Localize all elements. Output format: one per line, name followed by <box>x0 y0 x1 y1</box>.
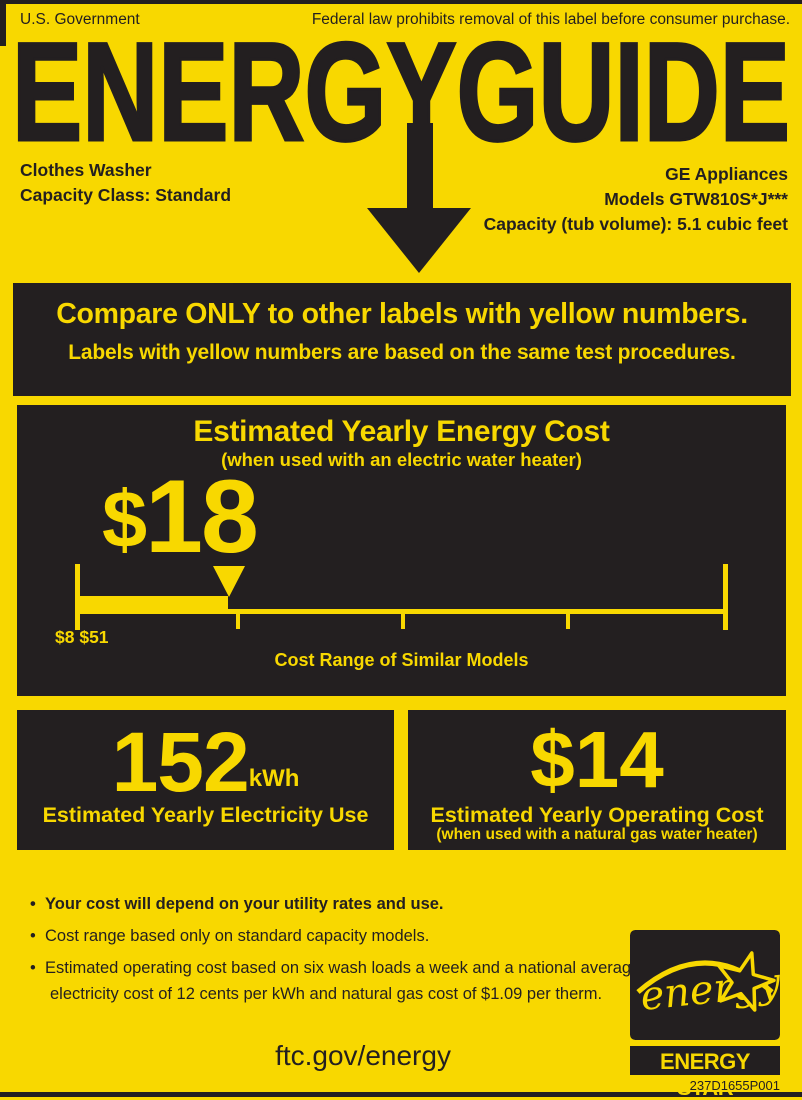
scale-right-tick <box>723 564 728 630</box>
energyguide-logo-text: ENERGYGUIDE <box>12 28 790 170</box>
energy-cost-subtitle: (when used with an electric water heater… <box>221 449 582 470</box>
star-icon <box>717 951 776 1012</box>
scale-range-labels: $8 $51 <box>55 627 109 648</box>
down-arrow-icon <box>367 123 471 273</box>
label-left-border <box>0 0 6 46</box>
footnote-2: • Cost range based only on standard capac… <box>30 923 662 949</box>
energy-cost-box: Estimated Yearly Energy Cost (when used … <box>17 405 786 696</box>
tub-capacity: Capacity (tub volume): 5.1 cubic feet <box>483 214 788 234</box>
energy-cost-currency: $ <box>102 475 147 566</box>
energy-star-wordmark: ENERGY STAR <box>660 1049 750 1100</box>
footnote-3-text: Estimated operating cost based on six wa… <box>45 959 641 1003</box>
bullet-icon: • <box>30 895 36 913</box>
bullet-icon: • <box>30 927 36 945</box>
scale-max-label: $51 <box>79 627 109 647</box>
scale-min-label: $8 <box>55 627 75 647</box>
energy-cost-value: $18 <box>102 465 259 569</box>
footnote-2-text: Cost range based only on standard capaci… <box>45 927 430 945</box>
scale-left-tick <box>75 564 80 630</box>
federal-law-text: Federal law prohibits removal of this la… <box>311 11 790 28</box>
scale-marker-icon <box>213 566 245 597</box>
scale-baseline <box>77 609 728 614</box>
energy-star-band: ENERGY STAR <box>630 1046 780 1100</box>
compare-banner-line1: Compare ONLY to other labels with yellow… <box>56 298 748 330</box>
ftc-url: ftc.gov/energy <box>275 1040 451 1071</box>
product-type: Clothes Washer <box>20 160 152 180</box>
compare-banner: Compare ONLY to other labels with yellow… <box>13 283 791 396</box>
scale-caption: Cost Range of Similar Models <box>274 650 529 670</box>
electricity-use-box: 152kWh Estimated Yearly Electricity Use <box>17 710 394 850</box>
scale-mid-tick-1 <box>236 614 240 629</box>
energy-cost-title: Estimated Yearly Energy Cost <box>193 415 610 448</box>
bullet-icon: • <box>30 959 36 977</box>
electricity-use-value: 152kWh <box>17 720 394 804</box>
model-numbers: Models GTW810S*J*** <box>604 189 788 209</box>
operating-cost-box: $14 Estimated Yearly Operating Cost (whe… <box>408 710 786 850</box>
compare-banner-line2: Labels with yellow numbers are based on … <box>68 341 736 364</box>
energy-cost-number: 18 <box>145 459 259 575</box>
operating-cost-caption: Estimated Yearly Operating Cost <box>430 803 764 827</box>
us-government-text: U.S. Government <box>20 11 140 28</box>
footnote-1-text: Your cost will depend on your utility ra… <box>45 895 444 913</box>
operating-cost-value: $14 <box>530 715 664 804</box>
capacity-class: Capacity Class: Standard <box>20 185 232 205</box>
scale-mid-tick-3 <box>566 614 570 629</box>
operating-cost-subcaption: (when used with a natural gas water heat… <box>436 826 758 843</box>
footnote-1: • Your cost will depend on your utility r… <box>30 891 662 917</box>
manufacturer: GE Appliances <box>665 164 788 184</box>
scale-mid-tick-2 <box>401 614 405 629</box>
label-bottom-border <box>0 1092 802 1097</box>
energy-star-logo: energy <box>630 930 780 1040</box>
label-top-border <box>0 0 802 4</box>
part-number: 237D1655P001 <box>689 1078 780 1093</box>
electricity-use-caption: Estimated Yearly Electricity Use <box>42 803 369 827</box>
footnote-3: • Estimated operating cost based on six w… <box>30 955 662 1007</box>
electricity-use-unit: kWh <box>248 765 300 792</box>
electricity-use-number: 152 <box>111 715 250 809</box>
energyguide-logo: ENERGYGUIDE <box>11 28 792 273</box>
